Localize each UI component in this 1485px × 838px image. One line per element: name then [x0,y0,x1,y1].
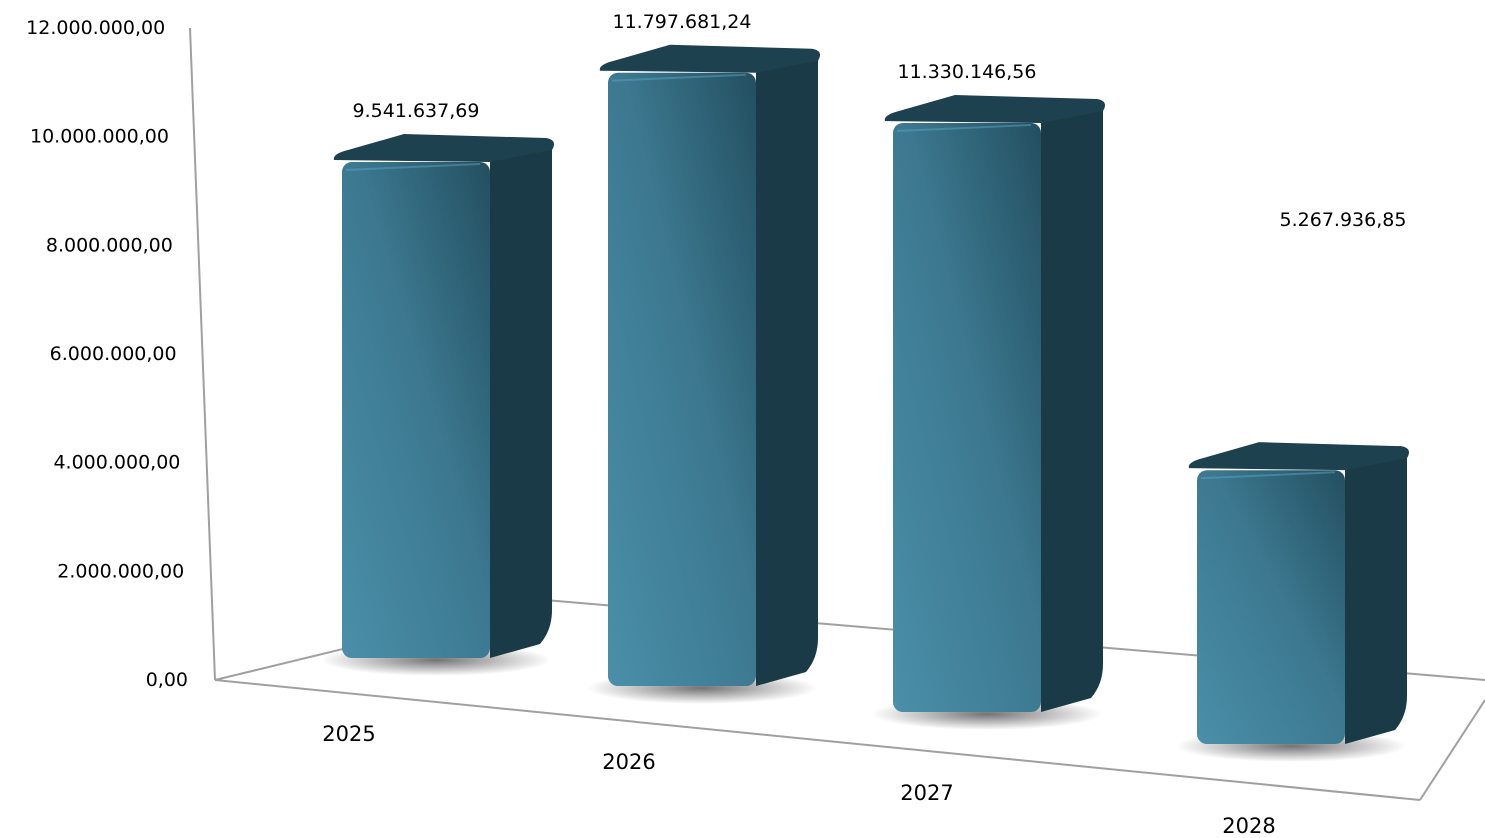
bar-top-face [1188,442,1409,471]
data-label-background [598,5,766,39]
bar-front-face [342,162,490,658]
y-tick-label: 2.000.000,00 [57,560,184,582]
bar-front-face [1197,470,1345,744]
y-axis-line [189,27,216,681]
data-label: 9.541.637,69 [353,100,480,122]
bar-2028 [1175,442,1409,762]
floor-right-edge [1419,699,1485,801]
y-tick-label: 6.000.000,00 [50,343,177,365]
bar-top-edge-highlight [345,163,481,171]
floor-front-edge [214,679,1421,801]
y-tick-label: 10.000.000,00 [30,126,169,148]
y-axis-ticks: 0,00 2.000.000,00 4.000.000,00 6.000.000,00… [26,17,188,691]
bar-front-face [608,72,756,686]
bar-front-face [893,123,1041,712]
bar-top-edge-highlight [1200,471,1336,480]
y-tick-label: 8.000.000,00 [46,234,173,256]
bar-top-face [884,95,1105,124]
bar-side-face [1345,452,1407,744]
y-tick-label: 12.000.000,00 [26,17,165,39]
data-label: 11.330.146,56 [897,61,1036,83]
data-label: 5.267.936,85 [1280,209,1407,231]
bar-2027 [871,95,1105,730]
y-tick-label: 4.000.000,00 [53,452,180,474]
bar-side-face [756,54,818,686]
bar-top-edge-highlight [611,73,747,82]
x-tick-label: 2028 [1222,814,1275,838]
x-axis-ticks: 2025 2026 2027 2028 [322,722,1275,838]
bar-side-face [1041,105,1103,712]
data-labels: 9.541.637,69 11.797.681,24 11.330.146,56 5.… [353,5,1407,231]
data-label: 11.797.681,24 [612,11,751,33]
bar-2025 [320,134,554,676]
bar-top-face [333,134,554,162]
x-tick-label: 2025 [322,722,375,746]
bar-top-edge-highlight [896,124,1032,132]
bar-side-face [490,144,552,658]
x-tick-label: 2027 [900,781,953,805]
y-tick-label: 0,00 [146,669,188,691]
bar-top-face [599,44,820,73]
bars [320,44,1409,762]
x-tick-label: 2026 [602,750,655,774]
bar-2026 [586,44,820,704]
